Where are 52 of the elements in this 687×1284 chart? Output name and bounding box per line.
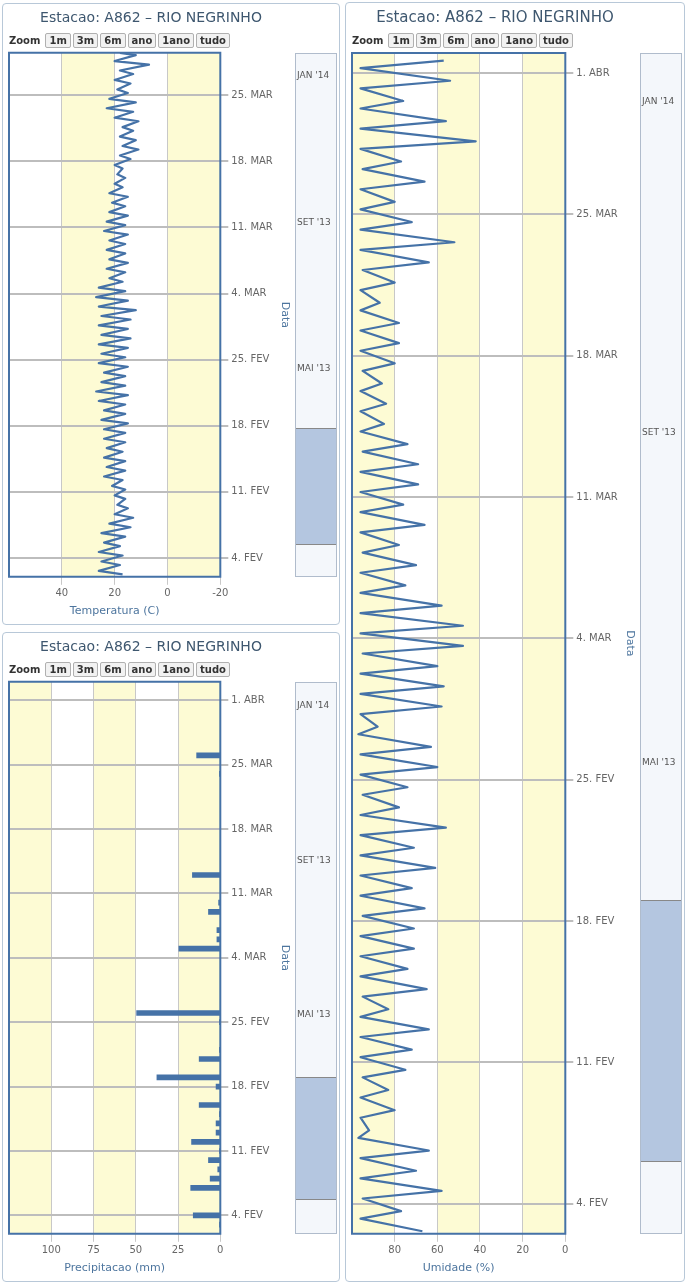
y-tick-label: 25. FEV bbox=[231, 353, 270, 365]
y-tick-label: 25. MAR bbox=[231, 88, 273, 100]
y-tick-label: 4. MAR bbox=[576, 631, 612, 643]
y-axis-title: Data bbox=[278, 301, 292, 328]
y-tick-label: 11. FEV bbox=[231, 485, 270, 497]
y-tick-label: 11. FEV bbox=[231, 1144, 270, 1156]
y-axis-title: Data bbox=[623, 630, 637, 657]
y-tick-label: 4. FEV bbox=[231, 551, 264, 563]
y-tick-label: 11. FEV bbox=[576, 1055, 615, 1067]
y-tick-label: 1. ABR bbox=[576, 66, 610, 78]
y-tick-label: 18. FEV bbox=[231, 419, 270, 431]
y-tick-label: 4. MAR bbox=[231, 287, 267, 299]
chart-title: Estacao: A862 – RIO NEGRINHO bbox=[40, 638, 262, 655]
chart-title: Estacao: A862 – RIO NEGRINHO bbox=[40, 9, 262, 26]
y-tick-label: 18. MAR bbox=[231, 154, 273, 166]
y-tick-label: 25. MAR bbox=[231, 758, 273, 770]
x-tick-label: 75 bbox=[87, 1244, 100, 1256]
y-tick-label: 18. MAR bbox=[576, 349, 618, 361]
x-tick-label: 20 bbox=[516, 1244, 530, 1256]
x-tick-label: 100 bbox=[41, 1244, 61, 1256]
y-tick-label: 11. MAR bbox=[231, 221, 273, 233]
x-tick-label: 20 bbox=[108, 587, 122, 599]
y-tick-label: 25. FEV bbox=[576, 773, 615, 785]
y-axis-title: Data bbox=[278, 944, 292, 971]
y-tick-label: 4. MAR bbox=[231, 951, 267, 963]
x-axis-title: Umidade (%) bbox=[422, 1261, 495, 1275]
x-tick-label: 25 bbox=[171, 1244, 185, 1256]
y-tick-label: 4. FEV bbox=[231, 1208, 264, 1220]
zoom-range-selector: Zoom 1m 3m 6m ano 1ano tudo bbox=[9, 661, 230, 677]
y-tick-label: 11. MAR bbox=[576, 490, 618, 502]
x-axis-title: Temperatura (C) bbox=[68, 604, 160, 618]
y-tick-label: 4. FEV bbox=[576, 1197, 609, 1209]
chart-title: Estacao: A862 – RIO NEGRINHO bbox=[376, 7, 614, 26]
y-tick-label: 18. FEV bbox=[576, 914, 615, 926]
y-tick-label: 25. FEV bbox=[231, 1015, 270, 1027]
x-tick-label: 40 bbox=[55, 587, 69, 599]
x-tick-label: 50 bbox=[129, 1244, 143, 1256]
x-tick-label: -20 bbox=[212, 587, 229, 599]
y-tick-label: 18. MAR bbox=[231, 822, 273, 834]
zoom-range-selector: Zoom 1m 3m 6m ano 1ano tudo bbox=[352, 33, 573, 48]
x-tick-label: 0 bbox=[164, 587, 171, 599]
y-tick-label: 11. MAR bbox=[231, 886, 273, 898]
x-tick-label: 40 bbox=[473, 1244, 487, 1256]
y-tick-label: 25. MAR bbox=[576, 208, 618, 220]
x-tick-label: 0 bbox=[562, 1244, 569, 1256]
y-tick-label: 18. FEV bbox=[231, 1080, 270, 1092]
x-tick-label: 80 bbox=[388, 1244, 402, 1256]
x-axis-title: Precipitacao (mm) bbox=[64, 1261, 166, 1275]
y-tick-label: 1. ABR bbox=[231, 693, 265, 705]
zoom-range-selector: Zoom 1m 3m 6m ano 1ano tudo bbox=[9, 32, 230, 48]
x-tick-label: 0 bbox=[217, 1244, 224, 1256]
x-tick-label: 60 bbox=[430, 1244, 444, 1256]
